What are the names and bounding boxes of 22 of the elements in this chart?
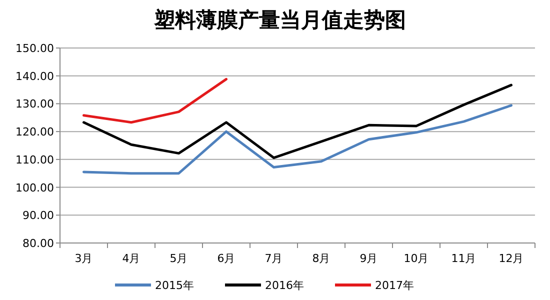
xtick: 6月 [217,252,236,265]
xtick: 10月 [404,252,429,265]
xtick: 9月 [360,252,378,265]
xtick: 8月 [312,252,330,265]
xtick: 3月 [74,252,93,265]
xtick: 5月 [170,252,188,265]
title: 塑料薄膜产量当月值走势图 [154,8,406,32]
legend: 2017年 [375,279,414,292]
ytick: 120.00 [16,126,54,139]
ytick: 140.00 [16,70,54,83]
legend: 2015年 [155,279,194,292]
ytick: 90.00 [22,209,54,222]
xtick: 11月 [451,252,476,265]
xtick: 4月 [122,252,140,265]
xtick: 7月 [264,252,283,265]
ytick: 80.00 [22,237,54,250]
ytick: 110.00 [16,153,54,166]
legend: 2016年 [265,279,304,292]
ytick: 130.00 [16,98,54,111]
ytick: 150.00 [16,42,54,55]
ytick: 100.00 [16,181,54,194]
xtick: 12月 [498,252,524,265]
